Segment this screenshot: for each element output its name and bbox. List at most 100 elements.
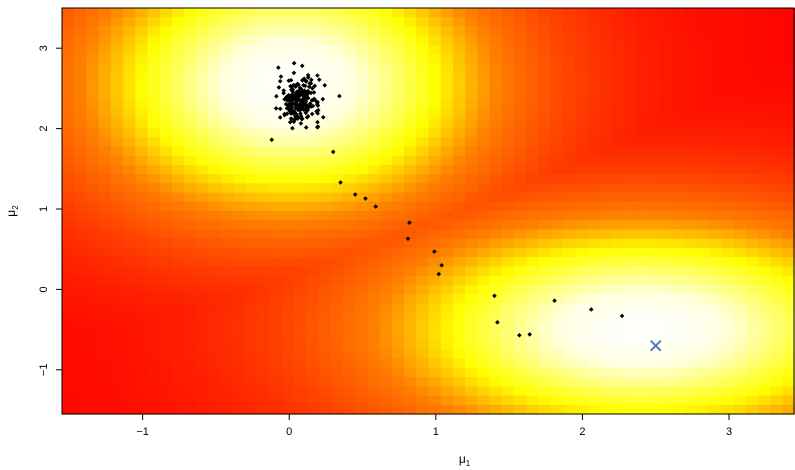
heatmap-cell [147,109,161,120]
heatmap-cell [416,109,430,120]
heatmap-cell [599,238,613,249]
heatmap-cell [501,201,515,212]
heatmap-cell [746,340,759,351]
heatmap-cell [782,35,795,46]
heatmap-cell [355,137,369,148]
heatmap-cell [636,192,649,203]
heatmap-cell [746,8,759,18]
heatmap-cell [184,35,197,46]
heatmap-cell [599,349,613,360]
heatmap-cell [550,294,564,304]
heatmap-cell [86,386,100,397]
data-point [309,77,314,83]
heatmap-cell [526,54,540,64]
heatmap-cell [110,146,124,157]
heatmap-cell [587,257,601,267]
heatmap-cell [159,201,173,212]
heatmap-cell [770,284,784,295]
heatmap-cell [135,44,149,55]
heatmap-cell [697,44,711,55]
heatmap-cell [391,367,405,378]
data-point [269,137,275,143]
heatmap-cell [440,386,454,397]
heatmap-cell [367,81,381,92]
heatmap-cell [184,127,197,138]
heatmap-cell [159,367,173,378]
heatmap-cell [575,155,588,166]
heatmap-cell [514,192,527,203]
heatmap-cell [294,340,307,351]
heatmap-cell [171,183,185,194]
heatmap-cell [526,294,540,304]
heatmap-cell [623,386,637,397]
data-point [310,97,316,103]
heatmap-cell [86,164,100,175]
heatmap-cell [281,174,295,184]
heatmap-cell [489,146,503,157]
heatmap-cell [306,72,320,83]
heatmap-cell [257,91,271,101]
heatmap-cell [294,404,307,415]
heatmap-cell [746,247,759,258]
heatmap-cell [404,72,417,83]
heatmap-cell [636,26,649,37]
heatmap-cell [306,174,320,184]
heatmap-cell [758,8,772,18]
heatmap-cell [404,257,417,267]
data-point [312,83,318,89]
heatmap-cell [391,72,405,83]
heatmap-cell [685,44,698,55]
heatmap-cell [147,358,161,369]
heatmap-cell [587,174,601,184]
heatmap-cell [465,155,478,166]
heatmap-cell [342,275,356,286]
heatmap-cell [196,35,210,46]
heatmap-cell [281,8,295,18]
heatmap-cell [477,26,491,37]
heatmap-cell [367,146,381,157]
heatmap-cell [342,358,356,369]
heatmap-cell [465,321,478,332]
heatmap-cell [416,294,430,304]
heatmap-cell [147,192,161,203]
data-point [296,107,302,112]
heatmap-cell [575,367,588,378]
heatmap-cell [709,238,723,249]
heatmap-cell [269,211,283,221]
heatmap-cell [135,8,149,18]
heatmap-cell [452,146,466,157]
heatmap-cell [196,266,210,277]
heatmap-cell [159,118,173,129]
heatmap-cell [342,330,356,341]
data-point [295,93,301,99]
heatmap-cell [623,54,637,64]
heatmap-cell [501,377,515,387]
heatmap-cell [550,211,564,221]
heatmap-cell [733,404,747,415]
heatmap-cell [184,257,197,267]
heatmap-cell [159,211,173,221]
heatmap-cell [660,275,674,286]
heatmap-cell [587,294,601,304]
heatmap-cell [465,312,478,323]
heatmap-cell [110,174,124,184]
heatmap-cell [159,91,173,101]
heatmap-cell [294,155,307,166]
heatmap-cell [660,137,674,148]
heatmap-cell [758,164,772,175]
heatmap-cell [355,238,369,249]
heatmap-cell [685,275,698,286]
heatmap-cell [550,201,564,212]
heatmap-cell [599,26,613,37]
heatmap-cell [208,349,222,360]
heatmap-cell [440,395,454,406]
heatmap-cell [123,164,136,175]
heatmap-cell [269,321,283,332]
heatmap-cell [477,137,491,148]
heatmap-cell [98,367,112,378]
heatmap-cell [257,174,271,184]
data-point [305,75,311,80]
heatmap-cell [538,395,552,406]
heatmap-cell [196,247,210,258]
heatmap-cell [758,192,772,203]
